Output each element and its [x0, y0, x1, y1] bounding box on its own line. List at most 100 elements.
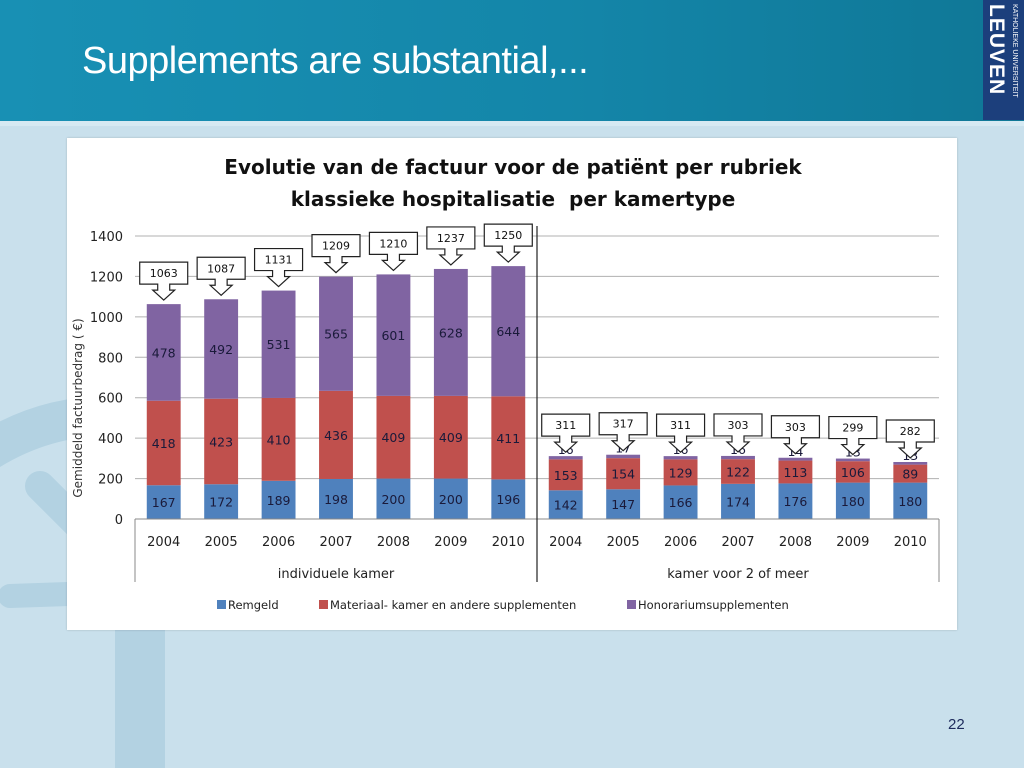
total-callout: [196, 256, 246, 297]
data-label: 410: [267, 432, 291, 447]
data-label: 180: [841, 494, 865, 509]
data-label: 492: [209, 342, 233, 357]
chart-title: Evolutie van de factuur voor de patiënt …: [224, 155, 802, 179]
total-label: 1087: [207, 262, 235, 275]
data-label: 644: [496, 324, 520, 339]
total-label: 317: [613, 418, 634, 431]
bar-segment-materiaal: [261, 397, 296, 481]
total-callout: [253, 247, 304, 288]
bar-segment-remgeld: [433, 478, 468, 519]
data-label: 154: [611, 467, 635, 482]
bar-segment-honorarium: [433, 268, 468, 396]
bar-segment-honorarium: [893, 461, 928, 465]
data-label: 174: [726, 494, 750, 509]
x-tick-label: 2004: [549, 535, 582, 550]
chart-container: Evolutie van de factuur voor de patiënt …: [67, 138, 957, 630]
bar-segment-remgeld: [204, 484, 239, 519]
total-label: 311: [555, 419, 576, 432]
legend-swatch: [319, 600, 328, 609]
bar-segment-materiaal: [721, 459, 755, 484]
data-label: 478: [152, 345, 176, 360]
data-label: 106: [841, 465, 865, 480]
x-tick-label: 2006: [262, 535, 295, 550]
y-tick-label: 1400: [90, 230, 123, 245]
bar-segment-honorarium: [606, 454, 641, 459]
bar-segment-materiaal: [204, 398, 239, 485]
slide-title: Supplements are substantial,...: [82, 40, 589, 82]
bar-segment-materiaal: [319, 390, 353, 479]
total-label: 303: [785, 421, 806, 434]
logo-text-university: KATHOLIEKE UNIVERSITEIT: [1011, 4, 1018, 98]
university-logo: [983, 0, 1024, 120]
total-callout: [311, 234, 361, 274]
bar-segment-materiaal: [548, 459, 583, 491]
data-label: 436: [324, 428, 348, 443]
x-tick-label: 2005: [607, 535, 640, 550]
legend-swatch: [627, 600, 636, 609]
total-label: 1131: [265, 254, 293, 267]
bar-segment-remgeld: [548, 490, 583, 519]
x-tick-label: 2007: [721, 535, 754, 550]
data-label: 411: [496, 431, 520, 446]
data-label: 200: [439, 492, 463, 507]
y-tick-label: 1200: [90, 270, 123, 285]
total-label: 1063: [150, 267, 178, 280]
data-label: 166: [669, 495, 693, 510]
legend-label: Honorariumsupplementen: [638, 598, 789, 612]
data-label: 89: [902, 467, 918, 482]
bar-segment-materiaal: [606, 458, 641, 490]
total-callout: [770, 415, 821, 455]
bar-segment-honorarium: [204, 299, 239, 399]
x-tick-label: 2007: [319, 535, 352, 550]
data-label: 113: [783, 465, 807, 480]
y-tick-label: 1000: [90, 311, 123, 326]
total-label: 1210: [379, 237, 407, 250]
y-tick-label: 200: [98, 473, 123, 488]
x-tick-label: 2004: [147, 535, 180, 550]
x-tick-label: 2010: [492, 535, 525, 550]
total-callout: [655, 413, 706, 453]
x-tick-label: 2010: [894, 535, 927, 550]
x-tick-label: 2005: [205, 535, 238, 550]
total-callout: [713, 413, 763, 453]
bar-segment-remgeld: [491, 479, 526, 519]
y-tick-label: 600: [98, 392, 123, 407]
bar-segment-honorarium: [261, 290, 296, 398]
x-group-label: individuele kamer: [278, 567, 395, 582]
data-label: 409: [381, 430, 405, 445]
bar-segment-remgeld: [778, 483, 813, 519]
bar-segment-honorarium: [663, 456, 698, 460]
total-label: 299: [842, 422, 863, 435]
data-label: 122: [726, 464, 750, 479]
total-callout: [828, 415, 878, 456]
total-callout: [598, 412, 648, 452]
legend-swatch: [217, 600, 226, 609]
bar-segment-honorarium: [548, 456, 583, 460]
bar-segment-materiaal: [663, 459, 698, 486]
data-label: 172: [209, 495, 233, 510]
total-label: 303: [728, 419, 749, 432]
bar-segment-remgeld: [261, 480, 296, 519]
total-callout: [426, 226, 476, 266]
bar-segment-remgeld: [376, 478, 411, 519]
data-label: 180: [898, 494, 922, 509]
total-label: 1250: [494, 229, 522, 242]
data-label: 129: [669, 465, 693, 480]
bar-segment-materiaal: [835, 461, 870, 483]
bar-segment-remgeld: [893, 482, 928, 519]
bar-segment-remgeld: [146, 485, 181, 519]
total-callout: [885, 419, 935, 459]
total-label: 311: [670, 419, 691, 432]
logo-text-leuven: LEUVEN: [985, 4, 1008, 96]
x-group-label: kamer voor 2 of meer: [667, 567, 809, 582]
bar-segment-honorarium: [376, 274, 411, 396]
data-label: 198: [324, 492, 348, 507]
total-label: 1237: [437, 232, 465, 245]
total-callout: [483, 223, 533, 263]
bar-segment-remgeld: [319, 478, 353, 519]
bar-segment-remgeld: [663, 485, 698, 519]
total-label: 282: [900, 425, 921, 438]
total-label: 1209: [322, 240, 350, 253]
bar-segment-honorarium: [835, 458, 870, 462]
legend-label: Materiaal- kamer en andere supplementen: [330, 598, 576, 612]
